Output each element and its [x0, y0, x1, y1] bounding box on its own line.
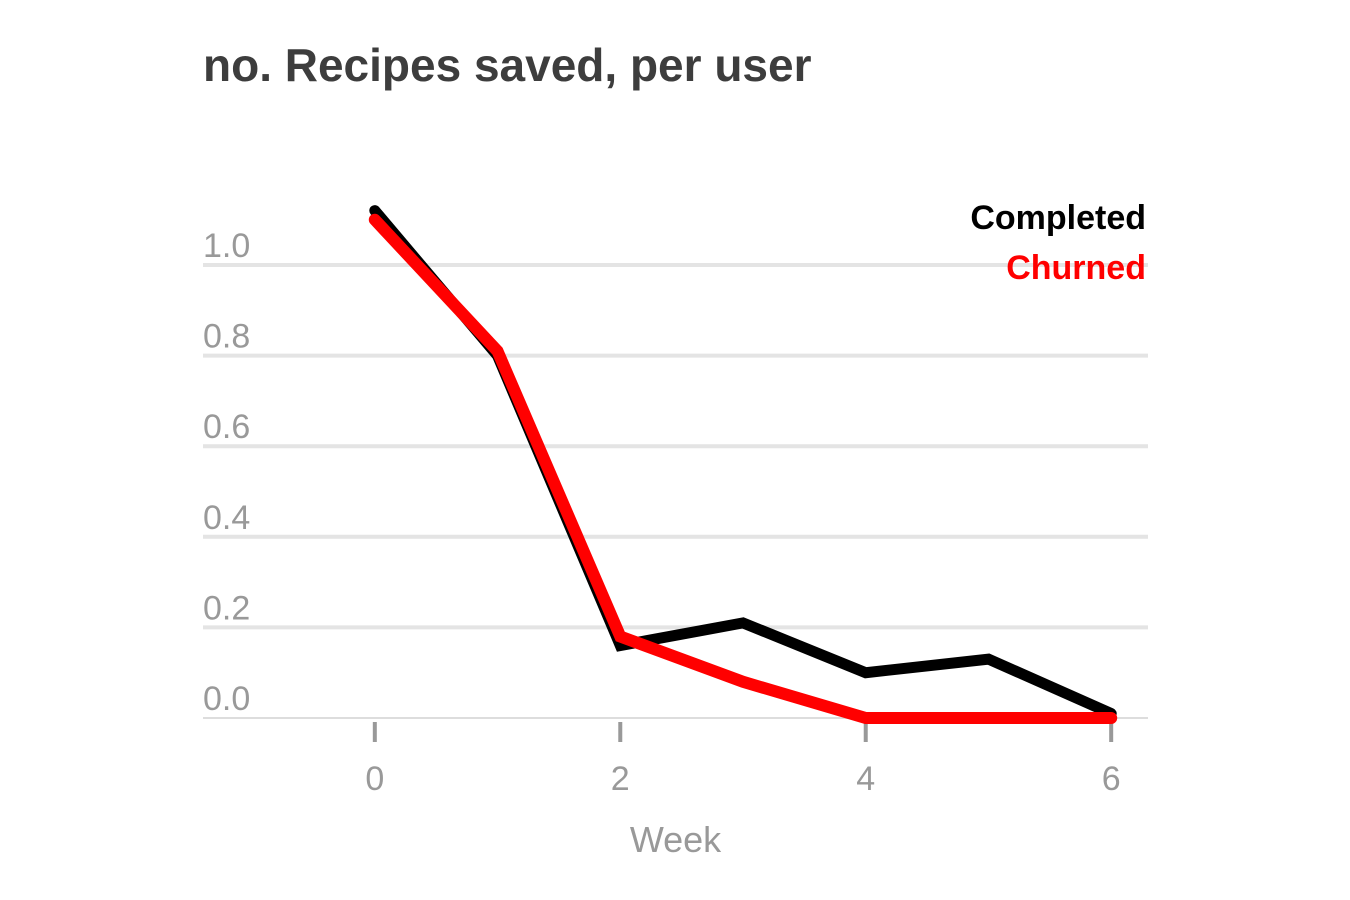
y-tick-label: 0.8: [203, 318, 250, 356]
y-tick-label: 0.6: [203, 408, 250, 446]
x-tick-label: 4: [856, 760, 875, 798]
series-line-churned: [368, 213, 1118, 724]
legend-entry-completed: Completed: [970, 199, 1146, 237]
x-axis-ticks: 0 2 4 6: [365, 722, 1121, 798]
x-tick-label: 0: [365, 760, 384, 798]
x-tick-label: 6: [1102, 760, 1121, 798]
y-axis-ticks: 0.0 0.2 0.4 0.6 0.8 1.0: [203, 227, 250, 718]
y-tick-label: 0.4: [203, 499, 250, 537]
legend: Completed Churned: [970, 199, 1146, 287]
y-tick-label: 1.0: [203, 227, 250, 265]
series-line-completed: [369, 205, 1117, 719]
x-tick-label: 2: [611, 760, 630, 798]
series-lines: [368, 205, 1118, 724]
legend-entry-churned: Churned: [1006, 249, 1146, 287]
y-tick-label: 0.2: [203, 589, 250, 627]
y-tick-label: 0.0: [203, 680, 250, 718]
chart-title: no. Recipes saved, per user: [203, 39, 812, 91]
x-axis-label: Week: [630, 819, 722, 860]
grid-lines: [203, 263, 1148, 719]
